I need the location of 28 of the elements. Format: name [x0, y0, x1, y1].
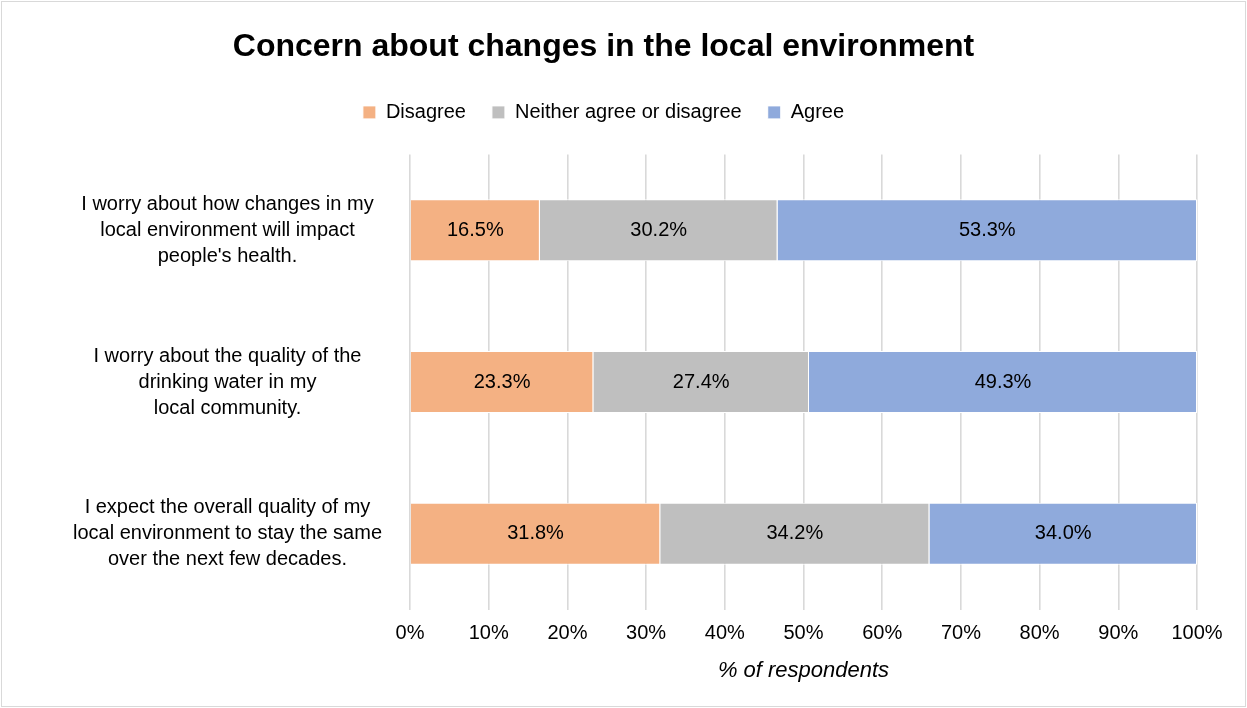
x-tick-label: 30%: [626, 621, 667, 644]
legend-label: Agree: [790, 99, 845, 122]
x-tick-label: 50%: [783, 621, 824, 644]
y-tick-label: I worry about the quality of the drinking water in my local community.: [93, 343, 362, 418]
data-label: 23.3%: [473, 369, 531, 392]
data-label: 30.2%: [630, 217, 688, 240]
x-tick-label: 0%: [395, 621, 425, 644]
data-label: 53.3%: [958, 217, 1016, 240]
x-tick-label: 10%: [468, 621, 509, 644]
data-label: 31.8%: [507, 521, 565, 544]
data-label: 16.5%: [446, 217, 504, 240]
x-tick-label: 100%: [1171, 621, 1223, 644]
chart-title: Concern about changes in the local environment: [232, 27, 975, 64]
y-tick-label: I worry about how changes in my local environment will impact people's health.: [81, 191, 374, 266]
x-tick-label: 70%: [940, 621, 982, 644]
legend-label: Neither agree or disagree: [514, 99, 742, 122]
x-tick-label: 20%: [547, 621, 588, 644]
data-label: 49.3%: [974, 369, 1032, 392]
x-tick-label: 60%: [862, 621, 903, 644]
x-axis-title: % of respondents: [717, 656, 890, 682]
legend-label: Disagree: [385, 99, 466, 122]
data-label: 34.0%: [1034, 521, 1092, 544]
data-label: 27.4%: [672, 369, 730, 392]
x-tick-label: 80%: [1019, 621, 1060, 644]
x-tick-label: 90%: [1098, 621, 1139, 644]
y-tick-label: I expect the overall quality of my local environment to stay the same over the next few decades.: [72, 495, 382, 570]
data-label: 34.2%: [766, 521, 824, 544]
x-tick-label: 40%: [704, 621, 746, 644]
